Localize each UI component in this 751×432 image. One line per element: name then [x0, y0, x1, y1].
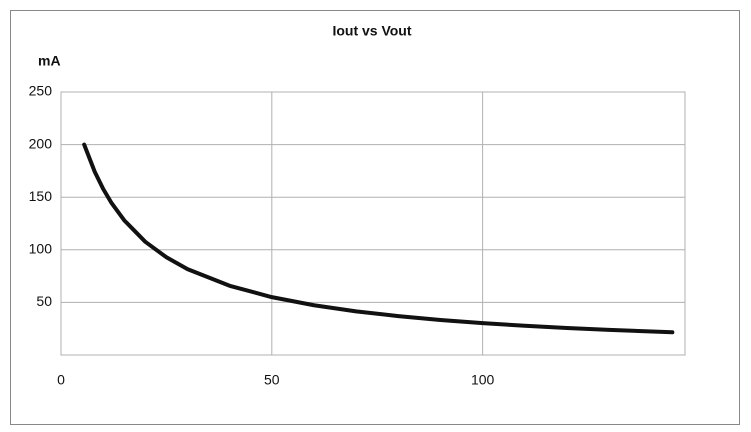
chart-title: Iout vs Vout — [332, 23, 411, 39]
y-axis-label: mA — [38, 53, 61, 69]
y-tick-label: 100 — [29, 241, 53, 257]
x-tick-label: 100 — [471, 372, 495, 388]
y-tick-label: 250 — [29, 83, 53, 99]
x-tick-label: 0 — [57, 372, 65, 388]
y-tick-label: 200 — [29, 135, 53, 151]
x-tick-label: 50 — [264, 372, 280, 388]
y-tick-label: 50 — [36, 293, 52, 309]
data-line — [82, 142, 675, 335]
y-tick-label: 150 — [29, 188, 53, 204]
